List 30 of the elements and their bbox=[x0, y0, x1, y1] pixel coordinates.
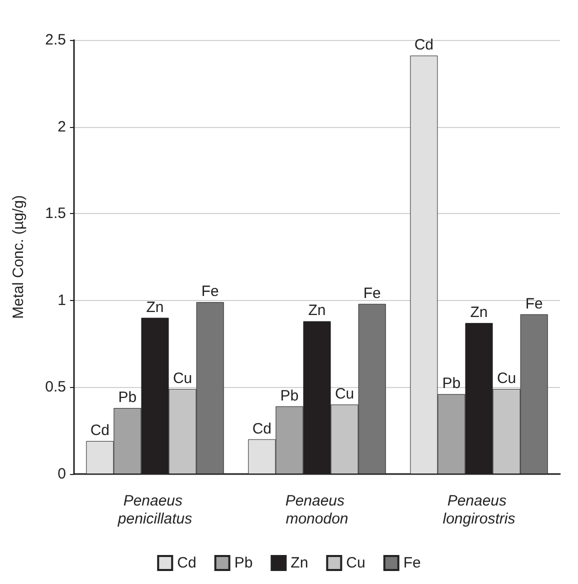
text: Cu bbox=[496, 370, 516, 387]
text: Cu bbox=[334, 386, 354, 403]
text: Zn bbox=[146, 298, 164, 316]
y-tick-label: 0 bbox=[58, 466, 66, 482]
y-tick-label: 2.5 bbox=[45, 32, 66, 48]
text: Fe bbox=[363, 284, 381, 302]
text: Zn bbox=[470, 304, 488, 321]
text: Cd bbox=[90, 422, 110, 440]
text: Pb bbox=[118, 389, 137, 406]
y-tick-label: 1 bbox=[58, 292, 66, 309]
y-tick-label: 2 bbox=[58, 118, 66, 136]
text: Fe bbox=[201, 283, 219, 300]
legend-label: Cu bbox=[346, 554, 366, 572]
legend-label: Zn bbox=[290, 554, 308, 572]
x-tick-label: Penaeus penicillatus bbox=[116, 492, 193, 528]
text: Cu bbox=[172, 370, 192, 387]
legend-label: Pb bbox=[234, 554, 253, 572]
text: Fe bbox=[525, 295, 543, 312]
y-axis-title: Metal Conc. (µg/g) bbox=[10, 195, 27, 319]
y-tick-label: 1.5 bbox=[45, 205, 66, 222]
legend-label: Fe bbox=[403, 554, 421, 572]
text: Cd bbox=[252, 420, 272, 438]
text: Cd bbox=[414, 36, 434, 54]
text: Pb bbox=[280, 387, 299, 404]
y-tick-label: 0.5 bbox=[45, 378, 66, 396]
text: Pb bbox=[442, 375, 461, 392]
text: Zn bbox=[308, 302, 326, 320]
x-tick-label: Penaeus monodon bbox=[285, 492, 349, 528]
legend-label: Cd bbox=[177, 554, 196, 572]
x-tick-label: Penaeus longirostris bbox=[442, 492, 516, 528]
